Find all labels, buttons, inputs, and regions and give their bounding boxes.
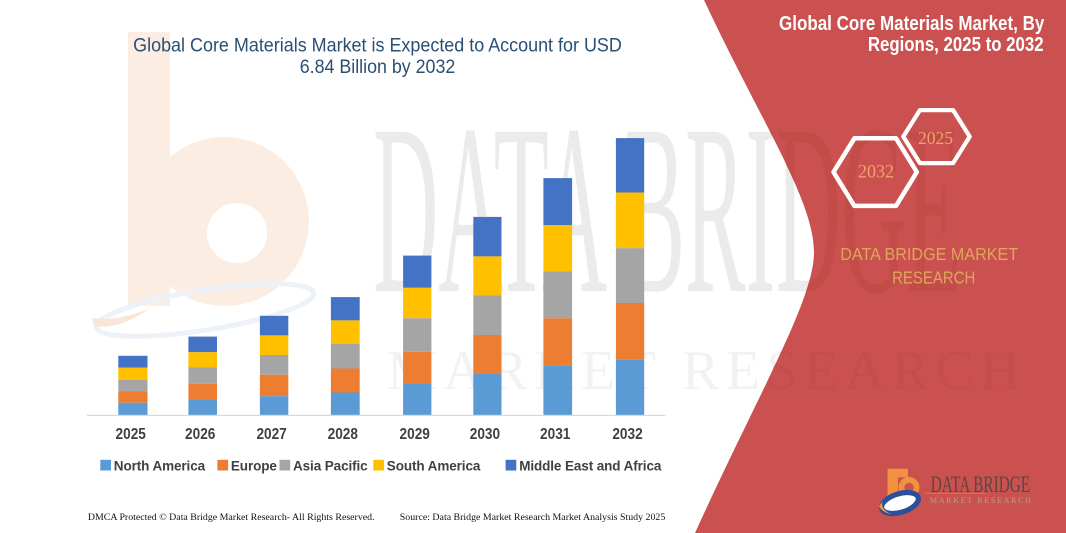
svg-text:Global Core Materials Market i: Global Core Materials Market is Expected… (133, 34, 622, 56)
svg-text:Asia Pacific: Asia Pacific (293, 458, 368, 473)
svg-text:Regions, 2025 to 2032: Regions, 2025 to 2032 (868, 32, 1044, 55)
svg-text:2031: 2031 (540, 426, 570, 443)
svg-text:RESEARCH: RESEARCH (892, 267, 975, 288)
svg-text:2032: 2032 (612, 426, 642, 443)
svg-text:Europe: Europe (231, 458, 277, 473)
svg-text:DATA BRIDGE MARKET: DATA BRIDGE MARKET (840, 244, 1019, 264)
svg-text:2028: 2028 (328, 426, 358, 443)
svg-text:Global Core Materials Market,: Global Core Materials Market, By (779, 11, 1045, 34)
svg-text:South America: South America (387, 458, 481, 473)
svg-text:6.84 Billion by 2032: 6.84 Billion by 2032 (300, 55, 456, 77)
svg-text:DMCA Protected © Data Bridge M: DMCA Protected © Data Bridge Market Rese… (88, 512, 375, 523)
svg-text:2032: 2032 (858, 162, 894, 183)
svg-text:2026: 2026 (185, 426, 215, 443)
svg-text:2030: 2030 (470, 426, 500, 443)
svg-text:2027: 2027 (256, 426, 286, 443)
svg-text:MARKET RESEARCH: MARKET RESEARCH (930, 496, 1033, 505)
svg-text:Source: Data Bridge Market Res: Source: Data Bridge Market Research Mark… (400, 512, 666, 523)
svg-text:2029: 2029 (400, 426, 430, 443)
svg-text:DATA BRIDGE: DATA BRIDGE (931, 472, 1030, 498)
svg-text:Middle East and Africa: Middle East and Africa (519, 458, 662, 473)
svg-text:North America: North America (114, 458, 206, 473)
svg-text:2025: 2025 (918, 128, 953, 148)
svg-text:2025: 2025 (116, 426, 146, 443)
